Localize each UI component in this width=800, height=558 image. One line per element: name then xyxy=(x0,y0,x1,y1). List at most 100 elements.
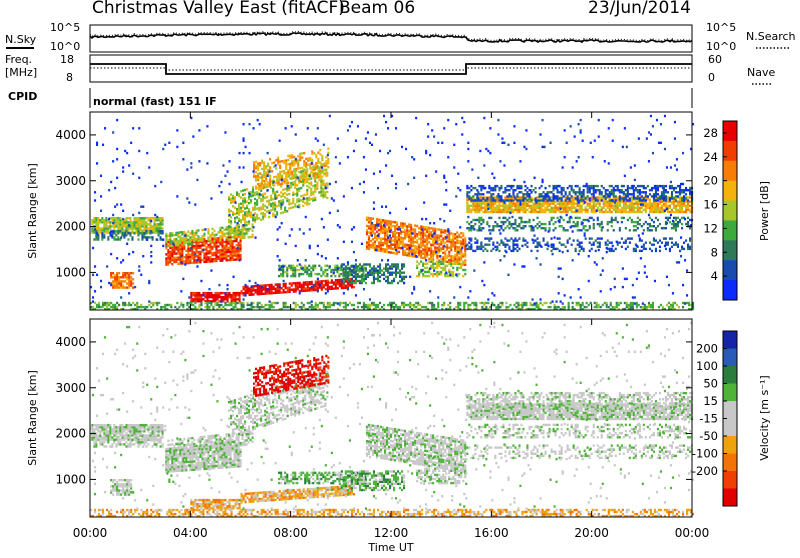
heatmap-cell xyxy=(518,225,520,227)
heatmap-cell xyxy=(173,257,175,259)
heatmap-cell xyxy=(438,261,440,263)
heatmap-cell xyxy=(553,246,555,248)
heatmap-cell xyxy=(391,272,393,274)
heatmap-cell xyxy=(426,249,428,251)
heatmap-cell xyxy=(357,269,359,271)
heatmap-cell xyxy=(102,306,104,308)
heatmap-cell xyxy=(639,197,641,199)
heatmap-cell xyxy=(575,248,577,250)
heatmap-cell xyxy=(165,245,167,247)
heatmap-cell xyxy=(128,280,130,282)
heatmap-cell xyxy=(476,211,478,213)
heatmap-cell xyxy=(283,289,285,291)
heatmap-cell xyxy=(236,210,238,212)
heatmap-cell xyxy=(637,217,639,219)
heatmap-cell xyxy=(267,284,269,286)
heatmap-cell xyxy=(295,174,297,176)
heatmap-cell xyxy=(629,237,631,239)
heatmap-cell xyxy=(289,165,291,167)
heatmap-cell xyxy=(293,174,295,176)
heatmap-cell xyxy=(95,238,97,240)
heatmap-cell xyxy=(215,245,217,247)
heatmap-cell xyxy=(181,237,183,239)
heatmap-cell xyxy=(380,248,382,250)
heatmap-cell xyxy=(308,199,310,201)
heatmap-cell xyxy=(133,232,135,234)
heatmap-cell xyxy=(619,197,621,199)
heatmap-cell xyxy=(177,236,179,238)
heatmap-cell xyxy=(593,209,595,211)
heatmap-cell xyxy=(197,235,199,237)
heatmap-cell xyxy=(222,298,224,300)
heatmap-cell xyxy=(199,257,201,259)
heatmap-cell xyxy=(551,207,553,209)
heatmap-cell xyxy=(253,165,255,167)
heatmap-cell xyxy=(412,241,414,243)
heatmap-cell xyxy=(246,230,248,232)
heatmap-cell xyxy=(393,278,395,280)
heatmap-cell xyxy=(139,217,141,219)
heatmap-cell xyxy=(468,191,470,193)
heatmap-cell xyxy=(512,248,514,250)
heatmap-cell xyxy=(285,176,287,178)
heatmap-cell xyxy=(635,221,637,223)
heatmap-cell xyxy=(547,199,549,201)
heatmap-cell xyxy=(192,292,194,294)
heatmap-cell xyxy=(160,232,162,234)
heatmap-cell xyxy=(258,209,260,211)
heatmap-cell xyxy=(416,275,418,277)
heatmap-cell xyxy=(508,246,510,248)
heatmap-cell xyxy=(135,231,137,233)
heatmap-cell xyxy=(177,232,179,234)
heatmap-cell xyxy=(460,267,462,269)
heatmap-cell xyxy=(671,197,673,199)
heatmap-cell xyxy=(591,205,593,207)
heatmap-cell xyxy=(248,212,250,214)
heatmap-cell xyxy=(253,163,255,165)
heatmap-cell xyxy=(179,246,181,248)
heatmap-cell xyxy=(440,239,442,241)
heatmap-cell xyxy=(494,209,496,211)
heatmap-cell xyxy=(171,232,173,234)
heatmap-cell xyxy=(230,200,232,202)
heatmap-cell xyxy=(468,209,470,211)
heatmap-cell xyxy=(601,229,603,231)
heatmap-cell xyxy=(655,248,657,250)
heatmap-cell xyxy=(615,195,617,197)
heatmap-cell xyxy=(454,256,456,258)
heatmap-cell xyxy=(327,148,329,150)
heatmap-cell xyxy=(681,189,683,191)
heatmap-cell xyxy=(446,265,448,267)
heatmap-cell xyxy=(410,224,412,226)
heatmap-cell xyxy=(687,196,689,198)
heatmap-cell xyxy=(581,211,583,213)
heatmap-cell xyxy=(601,185,603,187)
heatmap-cell xyxy=(408,226,410,228)
heatmap-cell xyxy=(113,238,115,240)
heatmap-cell xyxy=(118,272,120,274)
heatmap-cell xyxy=(212,298,214,300)
heatmap-cell xyxy=(657,197,659,199)
heatmap-cell xyxy=(468,197,470,199)
heatmap-cell xyxy=(589,237,591,239)
heatmap-cell xyxy=(488,244,490,246)
heatmap-cell xyxy=(119,230,121,232)
heatmap-cell xyxy=(643,246,645,248)
heatmap-cell xyxy=(488,237,490,239)
heatmap-cell xyxy=(387,267,389,269)
heatmap-cell xyxy=(510,209,512,211)
heatmap-cell xyxy=(207,260,209,262)
heatmap-cell xyxy=(645,199,647,201)
heatmap-cell xyxy=(267,181,269,183)
heatmap-cell xyxy=(301,286,303,288)
heatmap-cell xyxy=(273,292,275,294)
heatmap-cell xyxy=(242,237,244,239)
heatmap-cell xyxy=(327,288,329,290)
heatmap-cell xyxy=(669,248,671,250)
heatmap-cell xyxy=(302,201,304,203)
heatmap-cell xyxy=(512,205,514,207)
heatmap-cell xyxy=(315,289,317,291)
heatmap-cell xyxy=(240,219,242,221)
heatmap-cell xyxy=(669,185,671,187)
heatmap-cell xyxy=(510,195,512,197)
